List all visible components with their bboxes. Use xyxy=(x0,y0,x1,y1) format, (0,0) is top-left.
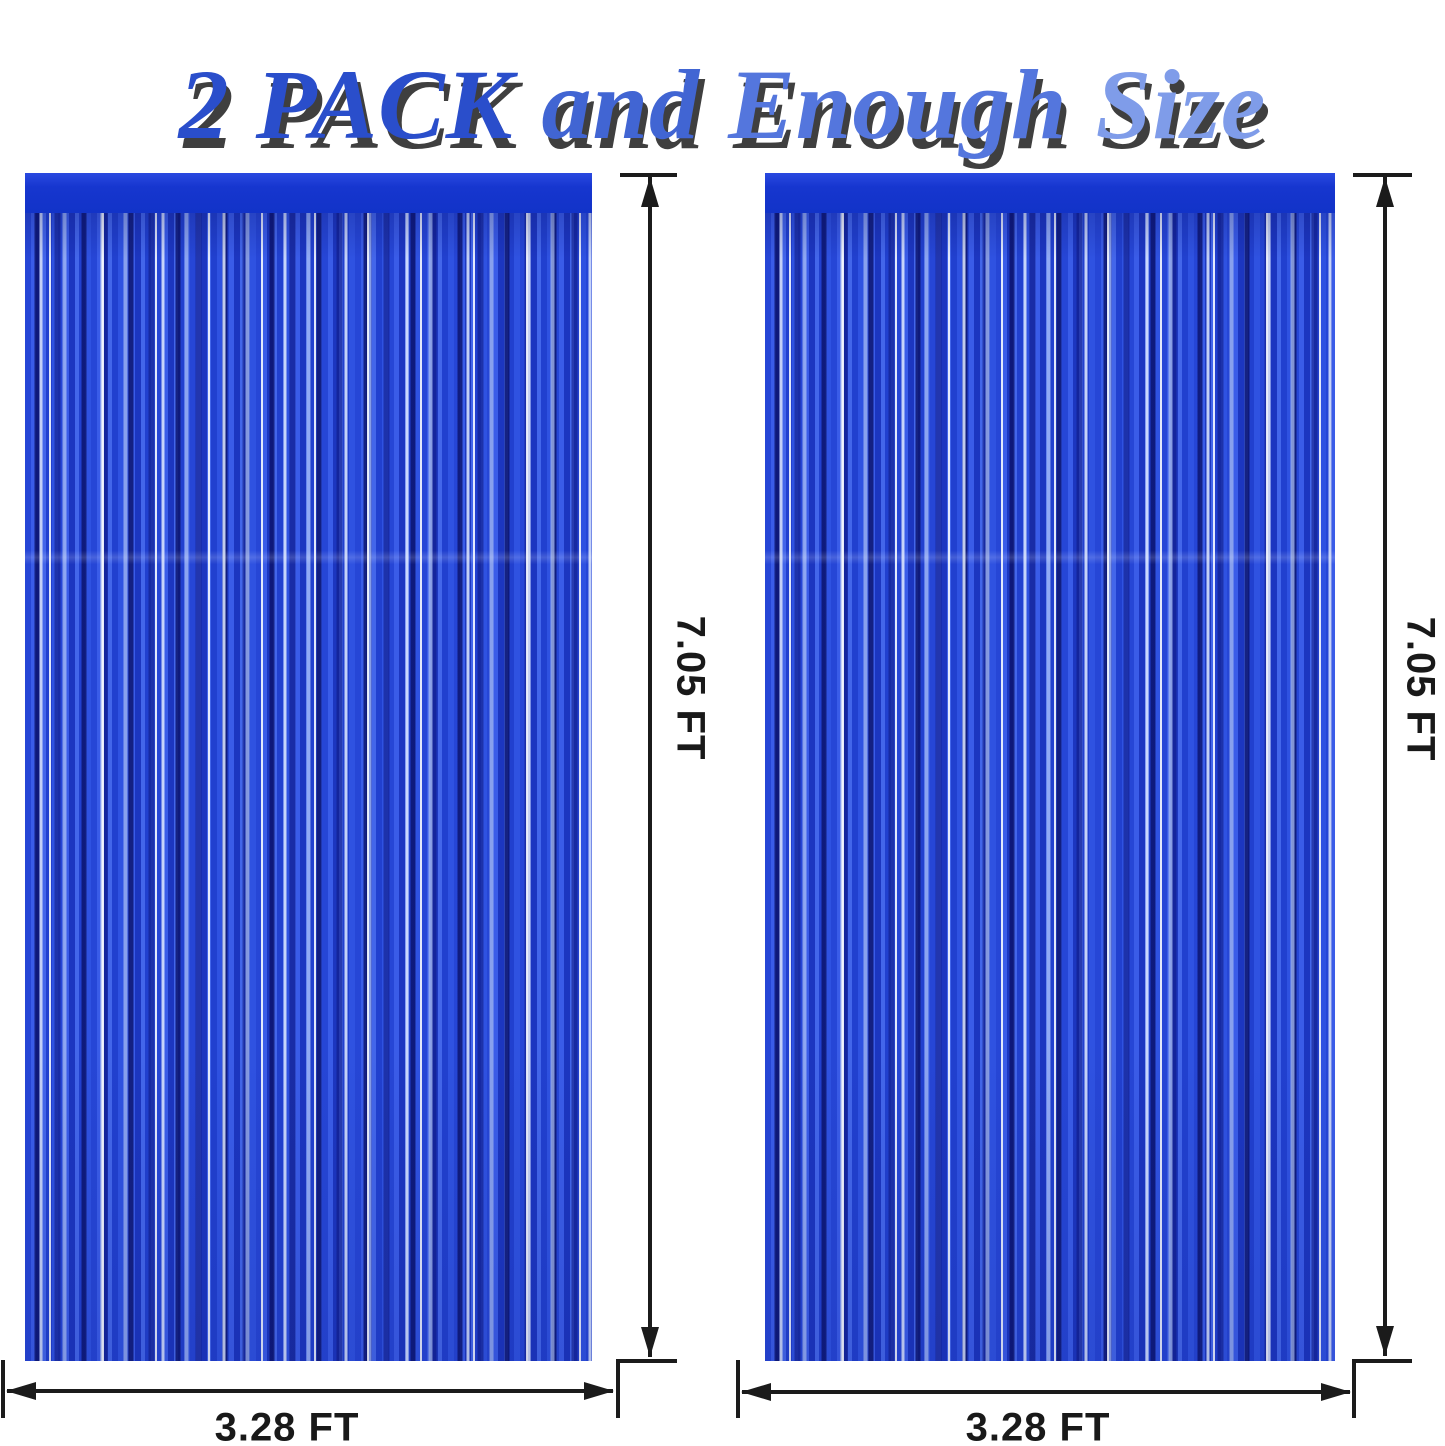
title-word-pack: 2 PACK xyxy=(178,49,514,160)
arrow-right-icon xyxy=(584,1382,614,1400)
arrow-up-icon xyxy=(641,177,659,207)
height-dimension-left xyxy=(616,173,677,1418)
curtain-fringe-left xyxy=(25,213,592,1361)
curtain-header-bar-left xyxy=(25,173,592,213)
title-word-and: and xyxy=(541,49,701,160)
foil-curtain-right xyxy=(765,173,1335,1361)
arrow-down-icon xyxy=(641,1327,659,1357)
height-dimension-right xyxy=(1352,173,1412,1418)
page-title: 2 PACK and Enough Size xyxy=(0,55,1445,155)
arrow-right-icon xyxy=(1321,1383,1351,1401)
height-label-right: 7.05 FT xyxy=(1398,616,1443,762)
curtain-fringe-right xyxy=(765,213,1335,1361)
curtain-header-bar-right xyxy=(765,173,1335,213)
height-label-left: 7.05 FT xyxy=(668,615,713,761)
width-label-left: 3.28 FT xyxy=(214,1405,360,1446)
width-dimension-left xyxy=(1,1360,614,1418)
foil-curtain-left xyxy=(25,173,592,1361)
title-word-enough: Enough xyxy=(728,49,1068,160)
arrow-down-icon xyxy=(1376,1326,1394,1356)
arrow-left-icon xyxy=(6,1382,36,1400)
width-label-right: 3.28 FT xyxy=(965,1405,1111,1446)
width-dimension-right xyxy=(736,1360,1351,1418)
arrow-up-icon xyxy=(1376,177,1394,207)
arrow-left-icon xyxy=(741,1383,771,1401)
title-word-size: Size xyxy=(1095,49,1267,160)
